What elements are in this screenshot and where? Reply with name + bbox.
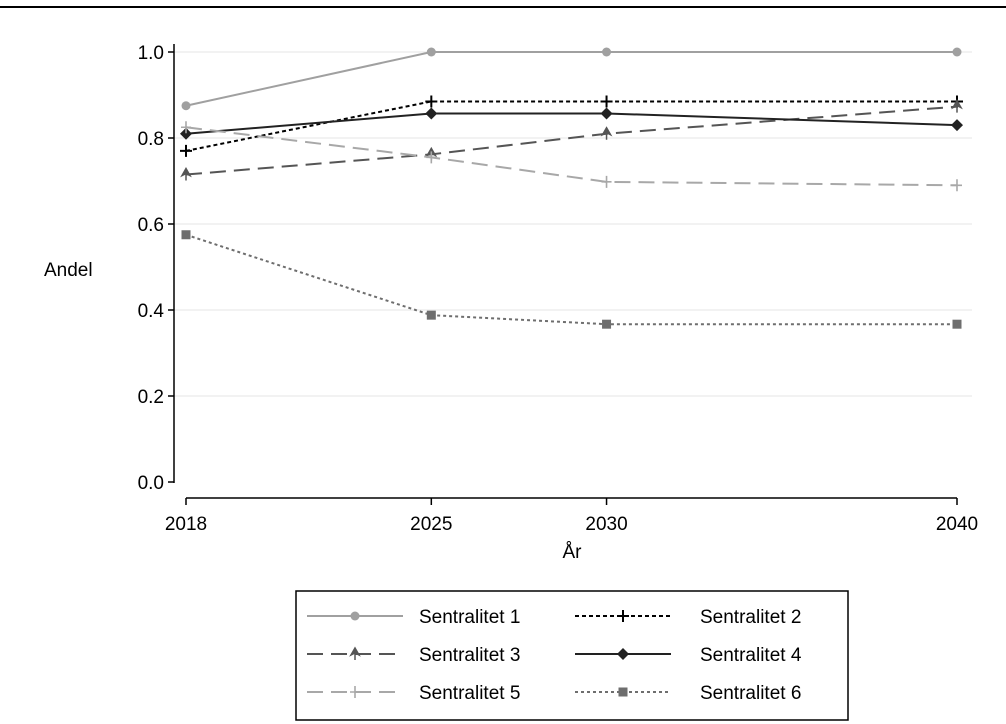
legend-marker-5 [350,686,360,698]
series-2-marker [425,95,438,108]
legend-label-2: Sentralitet 2 [700,607,801,628]
legend-label-3: Sentralitet 3 [419,645,520,666]
legend-label-6: Sentralitet 6 [700,683,801,704]
legend-marker-2 [617,610,629,622]
grid [174,51,972,397]
series-5-marker [181,121,191,134]
legend-marker-3 [349,646,361,660]
y-axis-title: Andel [44,260,93,281]
x-tick-label: 2030 [585,514,627,535]
series-2-marker [180,144,192,157]
series-4-marker [180,127,192,140]
y-tick-label: 0.8 [138,129,164,150]
series-1-marker [602,47,612,57]
series-5-marker [601,175,612,188]
series-1-marker [952,47,962,57]
series-1-marker [181,101,191,111]
series-6-marker [181,230,191,240]
legend: Sentralitet 1 Sentralitet 2 Sentralitet 3 S… [295,590,849,721]
series-line-6 [185,233,957,326]
series-1-marker [426,47,436,57]
series-6-marker [602,319,612,329]
y-tick-label: 0.4 [138,301,165,322]
x-tick-label: 2018 [165,514,207,535]
series-4-marker [951,119,963,132]
y-tick-label: 1.0 [138,43,164,64]
series-6-marker [952,319,962,329]
legend-label-1: Sentralitet 1 [419,607,520,628]
series-line-2 [185,100,957,152]
series-2-marker [600,95,613,108]
series-line-3 [185,105,958,176]
axes: 0.0 0.2 0.4 0.6 0.8 1.0 2018 2025 2030 2040 [138,43,979,535]
y-tick-label: 0.2 [138,387,164,408]
legend-marker-6 [618,687,628,697]
series-line-4 [185,112,958,135]
series-6-marker [426,310,436,320]
x-tick-label: 2040 [936,514,978,535]
legend-box [295,590,849,721]
legend-label-5: Sentralitet 5 [419,683,520,704]
legend-marker-1 [350,611,360,621]
legend-label-4: Sentralitet 4 [700,645,802,666]
series-line-5 [185,126,958,187]
series [180,47,963,329]
series-3-marker [180,167,192,181]
series-5-marker [952,179,962,192]
x-tick-label: 2025 [410,514,452,535]
x-axis-title: År [563,542,583,563]
series-3-marker [951,99,963,113]
series-4-marker [425,107,438,120]
series-4-marker [600,107,613,120]
series-3-marker [600,126,613,140]
series-line-1 [185,51,957,107]
y-tick-label: 0.0 [138,473,164,494]
series-5-marker [426,151,437,164]
y-tick-label: 0.6 [138,215,164,236]
legend-marker-4 [617,648,629,660]
